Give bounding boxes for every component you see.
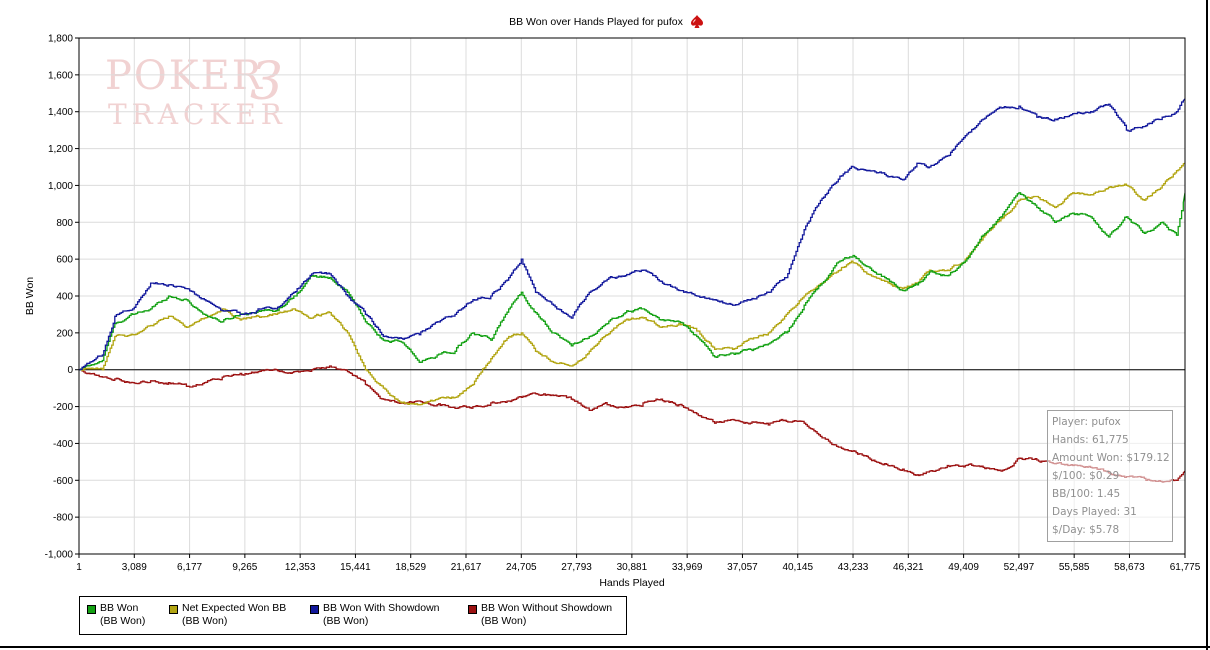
y-axis-ticks: -1,000 -800 -600 -400 -200 0 200 400 600 800 1,000… — [45, 34, 79, 561]
window-frame-right — [1206, 0, 1208, 650]
x-tick-label: 3,089 — [122, 562, 147, 573]
x-tick-label: 24,705 — [506, 562, 537, 573]
x-tick-label: 37,057 — [727, 562, 758, 573]
legend-swatch — [468, 605, 477, 614]
bb-won-chart: POKER 3 TRACKER 1 3,089 6,177 9,265 12,353 15… — [24, 15, 1200, 589]
x-tick-label: 21,617 — [451, 562, 482, 573]
legend-unit: (BB Won) — [182, 615, 228, 627]
y-tick-label: -800 — [53, 513, 73, 524]
legend-unit: (BB Won) — [481, 615, 527, 627]
series-line-bb-won-without-showdown — [79, 365, 1185, 483]
player-stats-box: Player: pufox Hands: 61,775 Amount Won: … — [1047, 410, 1173, 542]
stat-hands: Hands: 61,775 — [1052, 434, 1129, 446]
window-frame-bottom — [0, 646, 1210, 648]
stat-days-played: Days Played: 31 — [1052, 506, 1137, 518]
y-tick-label: 1,200 — [48, 144, 73, 155]
y-tick-label: -1,000 — [45, 550, 74, 561]
x-tick-label: 6,177 — [177, 562, 202, 573]
x-tick-label: 27,793 — [561, 562, 592, 573]
series-line-bb-won-with-showdown — [79, 98, 1185, 371]
legend-swatch — [87, 605, 96, 614]
poker-tracker-watermark-logo: POKER 3 TRACKER — [105, 52, 287, 131]
x-tick-label: 9,265 — [232, 562, 257, 573]
stat-amount-won: Amount Won: $179.12 — [1052, 452, 1170, 464]
x-tick-label: 43,233 — [838, 562, 869, 573]
watermark-text-poker: POKER — [105, 53, 264, 99]
series-line-bb-won — [79, 192, 1185, 371]
series-line-net-expected-won-bb — [79, 162, 1185, 406]
stat-dollars-per-day: $/Day: $5.78 — [1052, 524, 1120, 536]
y-tick-label: 1,800 — [48, 34, 73, 45]
x-tick-label: 55,585 — [1059, 562, 1090, 573]
x-tick-label: 1 — [76, 562, 82, 573]
x-tick-label: 46,321 — [893, 562, 924, 573]
y-tick-label: -200 — [53, 402, 73, 413]
x-axis-title: Hands Played — [599, 577, 665, 589]
x-tick-label: 40,145 — [782, 562, 813, 573]
legend-label: BB Won With Showdown — [323, 602, 440, 614]
legend-label: Net Expected Won BB — [182, 602, 287, 614]
x-tick-label: 52,497 — [1004, 562, 1035, 573]
y-tick-label: -600 — [53, 476, 73, 487]
x-tick-label: 15,441 — [340, 562, 371, 573]
series-lines — [79, 98, 1185, 483]
x-tick-label: 30,881 — [617, 562, 648, 573]
watermark-text-tracker: TRACKER — [108, 98, 287, 131]
y-tick-label: 200 — [56, 328, 73, 339]
legend-unit: (BB Won) — [100, 615, 146, 627]
x-tick-label: 33,969 — [672, 562, 703, 573]
x-tick-label: 49,409 — [948, 562, 979, 573]
watermark-number: 3 — [250, 52, 283, 112]
x-tick-label: 58,673 — [1114, 562, 1145, 573]
y-tick-label: 600 — [56, 255, 73, 266]
y-tick-label: 800 — [56, 218, 73, 229]
chart-grid — [78, 37, 1186, 555]
legend-swatch — [310, 605, 319, 614]
x-tick-label: 61,775 — [1170, 562, 1200, 573]
y-axis-title: BB Won — [24, 277, 36, 315]
stat-bb-per-100: BB/100: 1.45 — [1052, 488, 1121, 500]
chart-legend: BB Won (BB Won) Net Expected Won BB (BB Wo… — [79, 596, 627, 635]
legend-swatch — [169, 605, 178, 614]
stat-player: Player: pufox — [1052, 416, 1121, 428]
y-tick-label: 1,000 — [48, 181, 73, 192]
y-tick-label: 0 — [67, 365, 73, 376]
x-tick-label: 12,353 — [285, 562, 316, 573]
legend-unit: (BB Won) — [323, 615, 369, 627]
chart-title: BB Won over Hands Played for pufox — [509, 16, 683, 28]
y-tick-label: 1,400 — [48, 107, 73, 118]
x-axis-ticks: 1 3,089 6,177 9,265 12,353 15,441 18,529 21,617… — [76, 554, 1200, 573]
y-tick-label: -400 — [53, 439, 73, 450]
y-tick-label: 400 — [56, 292, 73, 303]
legend-label: BB Won — [100, 602, 139, 614]
legend-label: BB Won Without Showdown — [481, 602, 613, 614]
y-tick-label: 1,600 — [48, 70, 73, 81]
spade-icon — [691, 15, 703, 28]
stat-dollars-per-100: $/100: $0.29 — [1052, 470, 1120, 482]
x-tick-label: 18,529 — [395, 562, 426, 573]
